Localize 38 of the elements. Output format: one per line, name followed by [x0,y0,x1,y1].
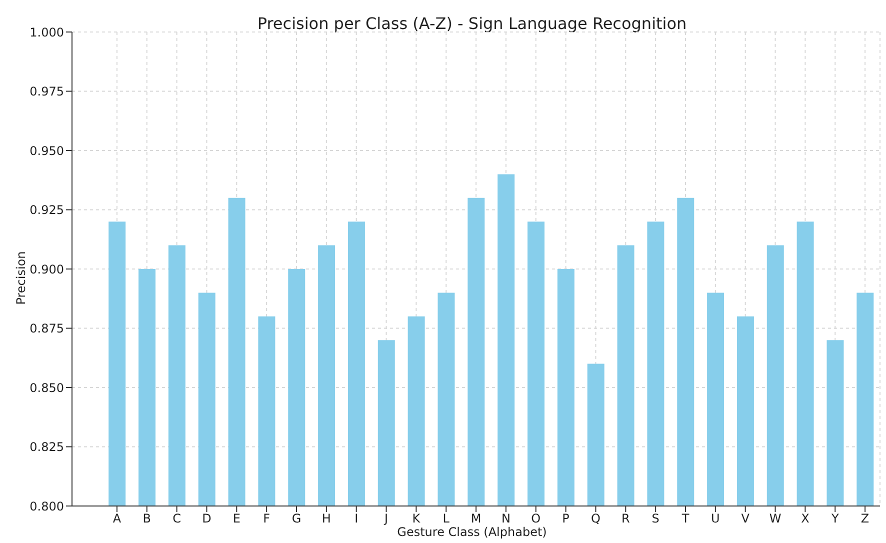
y-tick-label: 0.800 [30,499,64,514]
x-tick-label: B [142,512,151,526]
x-axis-title: Gesture Class (Alphabet) [396,525,548,539]
x-tick-label: M [470,512,482,526]
x-tick-label: Y [830,512,840,526]
x-tick-label: E [232,512,240,526]
x-tick-label: I [354,512,358,526]
y-tick-label: 0.825 [30,440,64,454]
x-tick-label: W [769,512,782,526]
y-tick-label: 0.850 [30,380,64,395]
x-tick-label: T [680,512,690,526]
x-tick-label: U [711,512,720,526]
y-tick-label: 0.950 [30,144,64,158]
x-tick-label: V [741,512,750,526]
x-tick-label: K [412,512,422,526]
x-tick-label: H [322,512,331,526]
x-tick-label: O [531,512,541,526]
y-axis-title: Precision [14,251,28,305]
x-tick-label: Z [860,512,870,526]
y-tick-label: 1.000 [30,25,64,40]
x-tick-label: L [442,512,450,526]
y-tick-label: 0.875 [30,322,64,336]
x-tick-label: R [621,512,630,526]
x-tick-label: J [383,512,388,526]
x-tick-label: N [501,512,510,526]
x-tick-label: S [652,512,660,526]
y-tick-label: 0.900 [30,262,64,276]
x-tick-label: X [801,512,810,526]
x-tick-label: D [202,512,212,526]
y-tick-label: 0.975 [30,84,64,99]
y-tick-label: 0.925 [30,203,64,218]
x-tick-label: A [112,512,122,526]
x-tick-label: F [263,512,270,526]
x-tick-label: Q [591,512,600,526]
x-tick-label: G [292,512,302,526]
x-tick-label: C [172,512,182,526]
x-tick-label: P [562,512,570,526]
chart-title: Precision per Class (A-Z) - Sign Language Recognition [256,14,688,33]
